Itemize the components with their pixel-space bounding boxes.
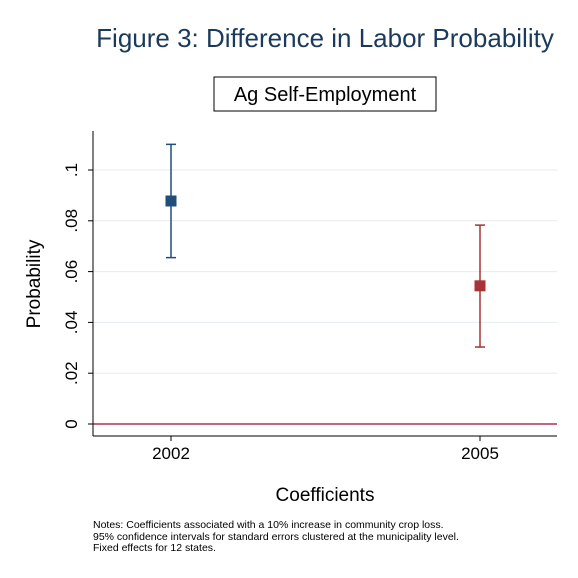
- x-tick-labels: 2002 2005: [152, 436, 499, 463]
- notes-line-3: Fixed effects for 12 states.: [93, 542, 216, 554]
- gridlines: [93, 169, 557, 374]
- y-tick-label: 0: [62, 419, 81, 428]
- notes-line-1: Notes: Coefficients associated with a 10…: [93, 519, 444, 531]
- y-tick-label: .1: [62, 163, 81, 177]
- coefficient-points: [165, 143, 486, 348]
- point-estimate-2005: [474, 280, 486, 292]
- x-axis-label: Coefficients: [276, 485, 375, 506]
- chart-title: Figure 3: Difference in Labor Probabilit…: [96, 23, 554, 53]
- y-tick-label: .04: [62, 311, 81, 335]
- x-tick-label: 2002: [152, 444, 190, 463]
- notes-line-2: 95% confidence intervals for standard er…: [93, 530, 459, 543]
- y-tick-label: .06: [62, 260, 81, 284]
- chart-subtitle: Ag Self-Employment: [234, 84, 417, 106]
- y-axis-label: Probability: [24, 239, 45, 328]
- y-tick-label: .02: [62, 361, 81, 385]
- point-estimate-2002: [165, 195, 177, 207]
- x-tick-label: 2005: [461, 444, 499, 463]
- notes: Notes: Coefficients associated with a 10…: [93, 519, 459, 555]
- subtitle-box: [213, 76, 437, 112]
- y-tick-labels: 0 .02 .04 .06 .08 .1: [62, 163, 93, 429]
- y-tick-label: .08: [62, 209, 81, 233]
